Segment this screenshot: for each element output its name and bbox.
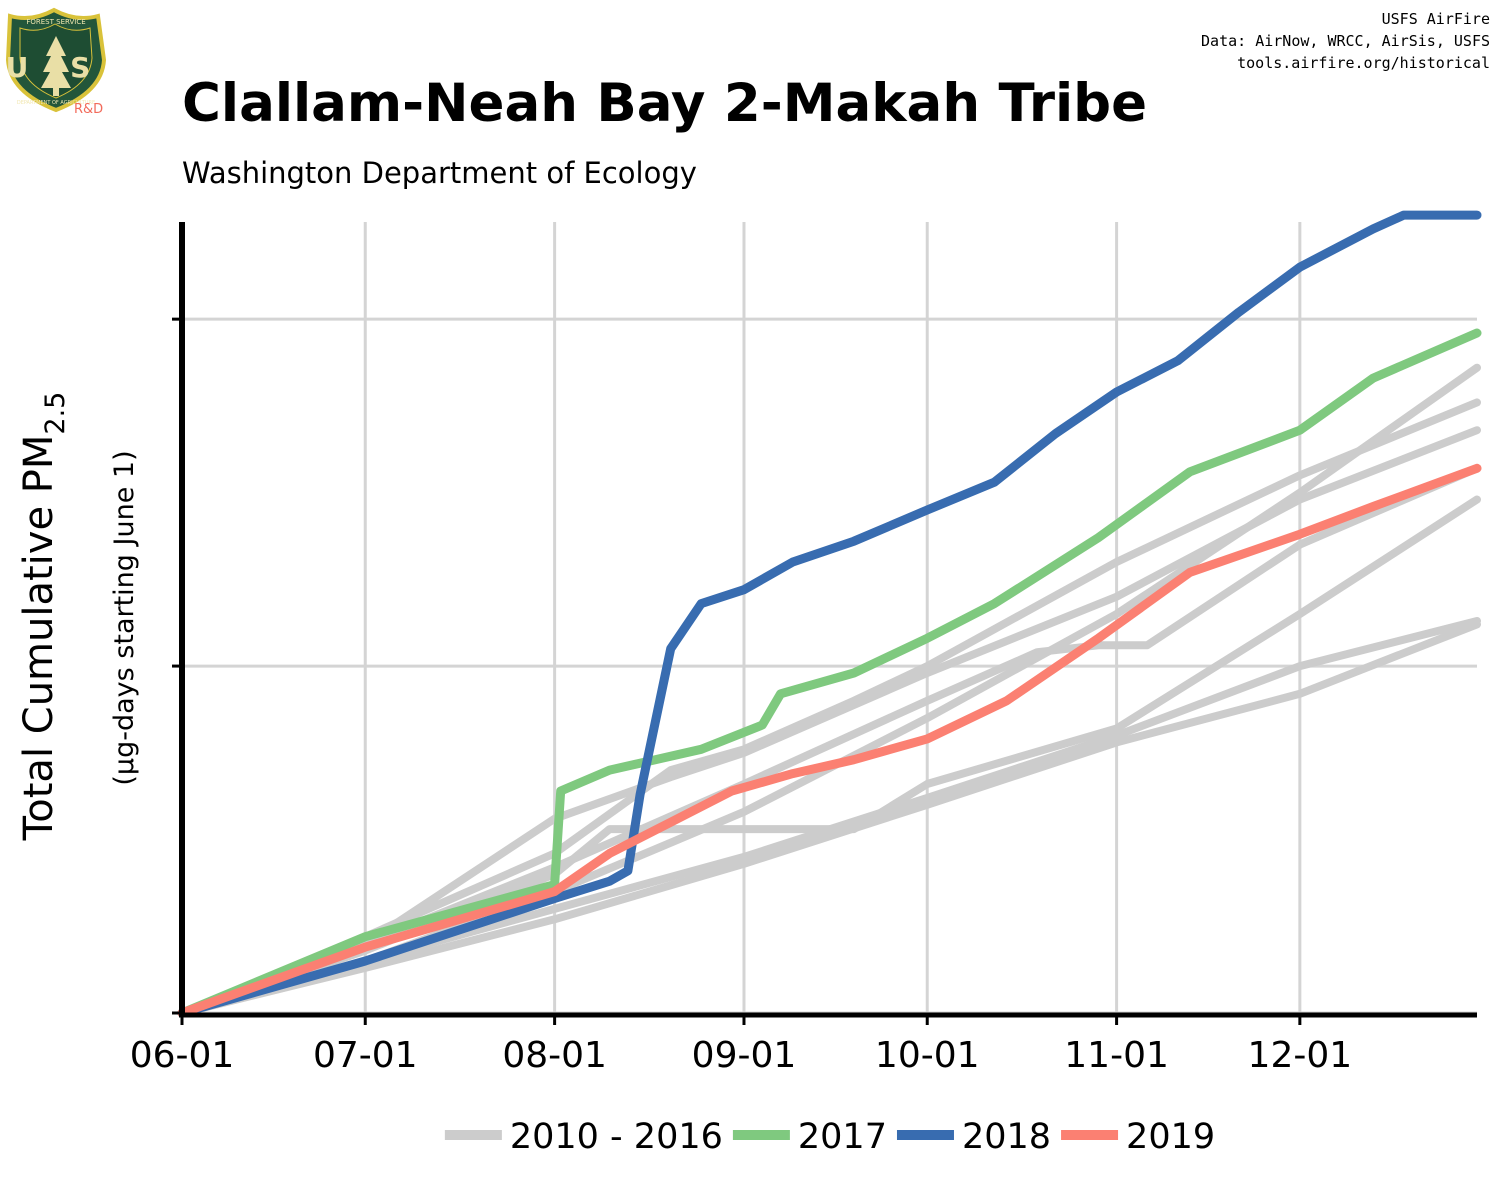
credits: USFS AirFire Data: AirNow, WRCC, AirSis,… <box>1201 8 1490 74</box>
series-line-2010-2016 <box>178 363 1481 1017</box>
series-line-2019 <box>177 463 1482 1018</box>
y-axis-title: Total Cumulative PM2.5 (µg-days starting… <box>16 392 140 842</box>
series-line-2010-2016 <box>178 426 1481 1017</box>
grid-lines <box>180 222 1477 1015</box>
chart-subtitle: Washington Department of Ecology <box>182 156 697 190</box>
chart-title: Clallam-Neah Bay 2-Makah Tribe <box>182 73 1148 134</box>
x-tick-label: 09-01 <box>692 1035 797 1076</box>
y-axis-note: (µg-days starting June 1) <box>109 450 140 785</box>
credit-line: Data: AirNow, WRCC, AirSis, USFS <box>1201 32 1490 50</box>
legend-label: 2017 <box>798 1117 887 1157</box>
logo-tag: R&D <box>74 102 103 117</box>
logo-bottom-text: DEPARTMENT OF AGRICULTURE <box>17 100 95 106</box>
x-tick-label: 06-01 <box>130 1035 235 1076</box>
series-line-2017 <box>177 328 1482 1018</box>
logo-top-text: FOREST SERVICE <box>26 18 85 26</box>
legend-label: 2010 - 2016 <box>510 1117 723 1157</box>
series-line-2010-2016 <box>178 464 1481 1017</box>
series-line-2010-2016 <box>178 398 1481 1017</box>
credit-line: USFS AirFire <box>1381 10 1490 28</box>
x-tick-labels: 06-01 07-01 08-01 09-01 10-01 11-01 12-01 <box>130 1035 1352 1076</box>
series-line-2010-2016 <box>178 620 1481 1017</box>
legend-label: 2019 <box>1126 1117 1215 1157</box>
x-tick-label: 07-01 <box>313 1035 418 1076</box>
y-axis-label: Total Cumulative PM2.5 <box>16 392 71 842</box>
axes <box>172 222 1477 1025</box>
credit-line: tools.airfire.org/historical <box>1237 54 1490 72</box>
legend-label: 2018 <box>962 1117 1051 1157</box>
x-tick-label: 11-01 <box>1064 1035 1169 1076</box>
series-line-2018 <box>177 210 1482 1018</box>
logo-letters: U S <box>6 51 107 84</box>
legend: 2010 - 2016 2017 2018 2019 <box>444 1117 1215 1157</box>
usfs-logo: U S FOREST SERVICE DEPARTMENT OF AGRICUL… <box>0 0 120 125</box>
x-tick-label: 10-01 <box>875 1035 980 1076</box>
x-tick-label: 08-01 <box>502 1035 607 1076</box>
tree-icon <box>41 36 71 88</box>
x-tick-label: 12-01 <box>1248 1035 1353 1076</box>
y-axis-label-subscript: 2.5 <box>40 392 71 435</box>
series-layer <box>177 210 1482 1018</box>
